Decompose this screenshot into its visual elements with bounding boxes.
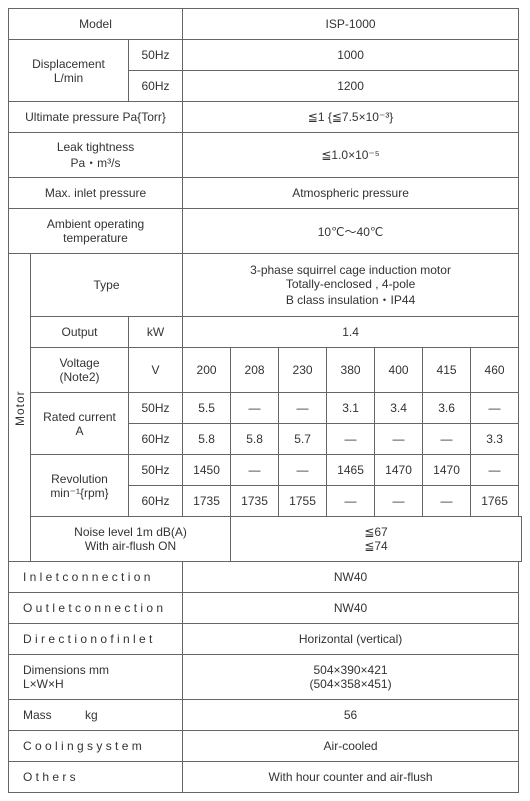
dims-value: 504×390×421 (504×358×451) (183, 655, 519, 700)
displacement-label: Displacement L/min (9, 40, 129, 102)
voltage-5: 415 (423, 348, 471, 393)
spec-table: Model ISP-1000 Displacement L/min 50Hz 1… (8, 8, 522, 793)
voltage-1: 208 (231, 348, 279, 393)
rev50-5: 1470 (423, 455, 471, 486)
rated60-0: 5.8 (183, 424, 231, 455)
rev60-0: 1735 (183, 486, 231, 517)
rev50-6: — (471, 455, 519, 486)
voltage-3: 380 (327, 348, 375, 393)
others-value: With hour counter and air-flush (183, 762, 519, 793)
rated50-5: 3.6 (423, 393, 471, 424)
maxinlet-label: Max. inlet pressure (9, 178, 183, 209)
rated-50hz-label: 50Hz (129, 393, 183, 424)
disp-60hz-value: 1200 (183, 71, 519, 102)
rev50-0: 1450 (183, 455, 231, 486)
dims-label: Dimensions mm L×W×H (9, 655, 183, 700)
inlet-value: NW40 (183, 562, 519, 593)
rev60-3: — (327, 486, 375, 517)
rated60-4: — (375, 424, 423, 455)
rev-label: Revolution min⁻¹{rpm} (31, 455, 129, 517)
ultimate-label: Ultimate pressure Pa{Torr} (9, 102, 183, 133)
disp-50hz-label: 50Hz (129, 40, 183, 71)
direction-value: Horizontal (vertical) (183, 624, 519, 655)
rated50-6: — (471, 393, 519, 424)
rated50-1: — (231, 393, 279, 424)
rated60-1: 5.8 (231, 424, 279, 455)
ambient-label: Ambient operating temperature (9, 209, 183, 254)
voltage-2: 230 (279, 348, 327, 393)
maxinlet-value: Atmospheric pressure (183, 178, 519, 209)
rated-60hz-label: 60Hz (129, 424, 183, 455)
rated50-4: 3.4 (375, 393, 423, 424)
voltage-6: 460 (471, 348, 519, 393)
voltage-0: 200 (183, 348, 231, 393)
motor-group-label: Motor (9, 254, 31, 562)
outlet-value: NW40 (183, 593, 519, 624)
model-value: ISP-1000 (183, 9, 519, 40)
rev60-4: — (375, 486, 423, 517)
rated-label: Rated current A (31, 393, 129, 455)
disp-60hz-label: 60Hz (129, 71, 183, 102)
output-label: Output (31, 317, 129, 348)
rev50-4: 1470 (375, 455, 423, 486)
motor-type-value: 3-phase squirrel cage induction motor To… (183, 254, 519, 317)
output-unit: kW (129, 317, 183, 348)
voltage-4: 400 (375, 348, 423, 393)
outlet-label: O u t l e t c o n n e c t i o n (9, 593, 183, 624)
rev60-6: 1765 (471, 486, 519, 517)
ultimate-value: ≦1 {≦7.5×10⁻³} (183, 102, 519, 133)
mass-value: 56 (183, 700, 519, 731)
noise-value: ≦67 ≦74 (231, 517, 522, 562)
mass-label: Mass kg (9, 700, 183, 731)
others-label: O t h e r s (9, 762, 183, 793)
leak-label: Leak tightness Pa・m³/s (9, 133, 183, 178)
leak-value: ≦1.0×10⁻⁵ (183, 133, 519, 178)
rated50-0: 5.5 (183, 393, 231, 424)
rated50-2: — (279, 393, 327, 424)
ambient-value: 10℃～40℃ (183, 209, 519, 254)
cooling-value: Air-cooled (183, 731, 519, 762)
motor-type-label: Type (31, 254, 183, 317)
rev50-1: — (231, 455, 279, 486)
rev-50hz-label: 50Hz (129, 455, 183, 486)
rev60-2: 1755 (279, 486, 327, 517)
rated60-3: — (327, 424, 375, 455)
rev50-2: — (279, 455, 327, 486)
disp-50hz-value: 1000 (183, 40, 519, 71)
voltage-label: Voltage (Note2) (31, 348, 129, 393)
rated60-5: — (423, 424, 471, 455)
noise-label: Noise level 1m dB(A) With air-flush ON (31, 517, 231, 562)
rev-60hz-label: 60Hz (129, 486, 183, 517)
rev50-3: 1465 (327, 455, 375, 486)
rev60-5: — (423, 486, 471, 517)
cooling-label: C o o l i n g s y s t e m (9, 731, 183, 762)
rated60-2: 5.7 (279, 424, 327, 455)
inlet-label: I n l e t c o n n e c t i o n (9, 562, 183, 593)
model-label: Model (9, 9, 183, 40)
rated50-3: 3.1 (327, 393, 375, 424)
direction-label: D i r e c t i o n o f i n l e t (9, 624, 183, 655)
output-value: 1.4 (183, 317, 519, 348)
voltage-unit: V (129, 348, 183, 393)
rev60-1: 1735 (231, 486, 279, 517)
rated60-6: 3.3 (471, 424, 519, 455)
